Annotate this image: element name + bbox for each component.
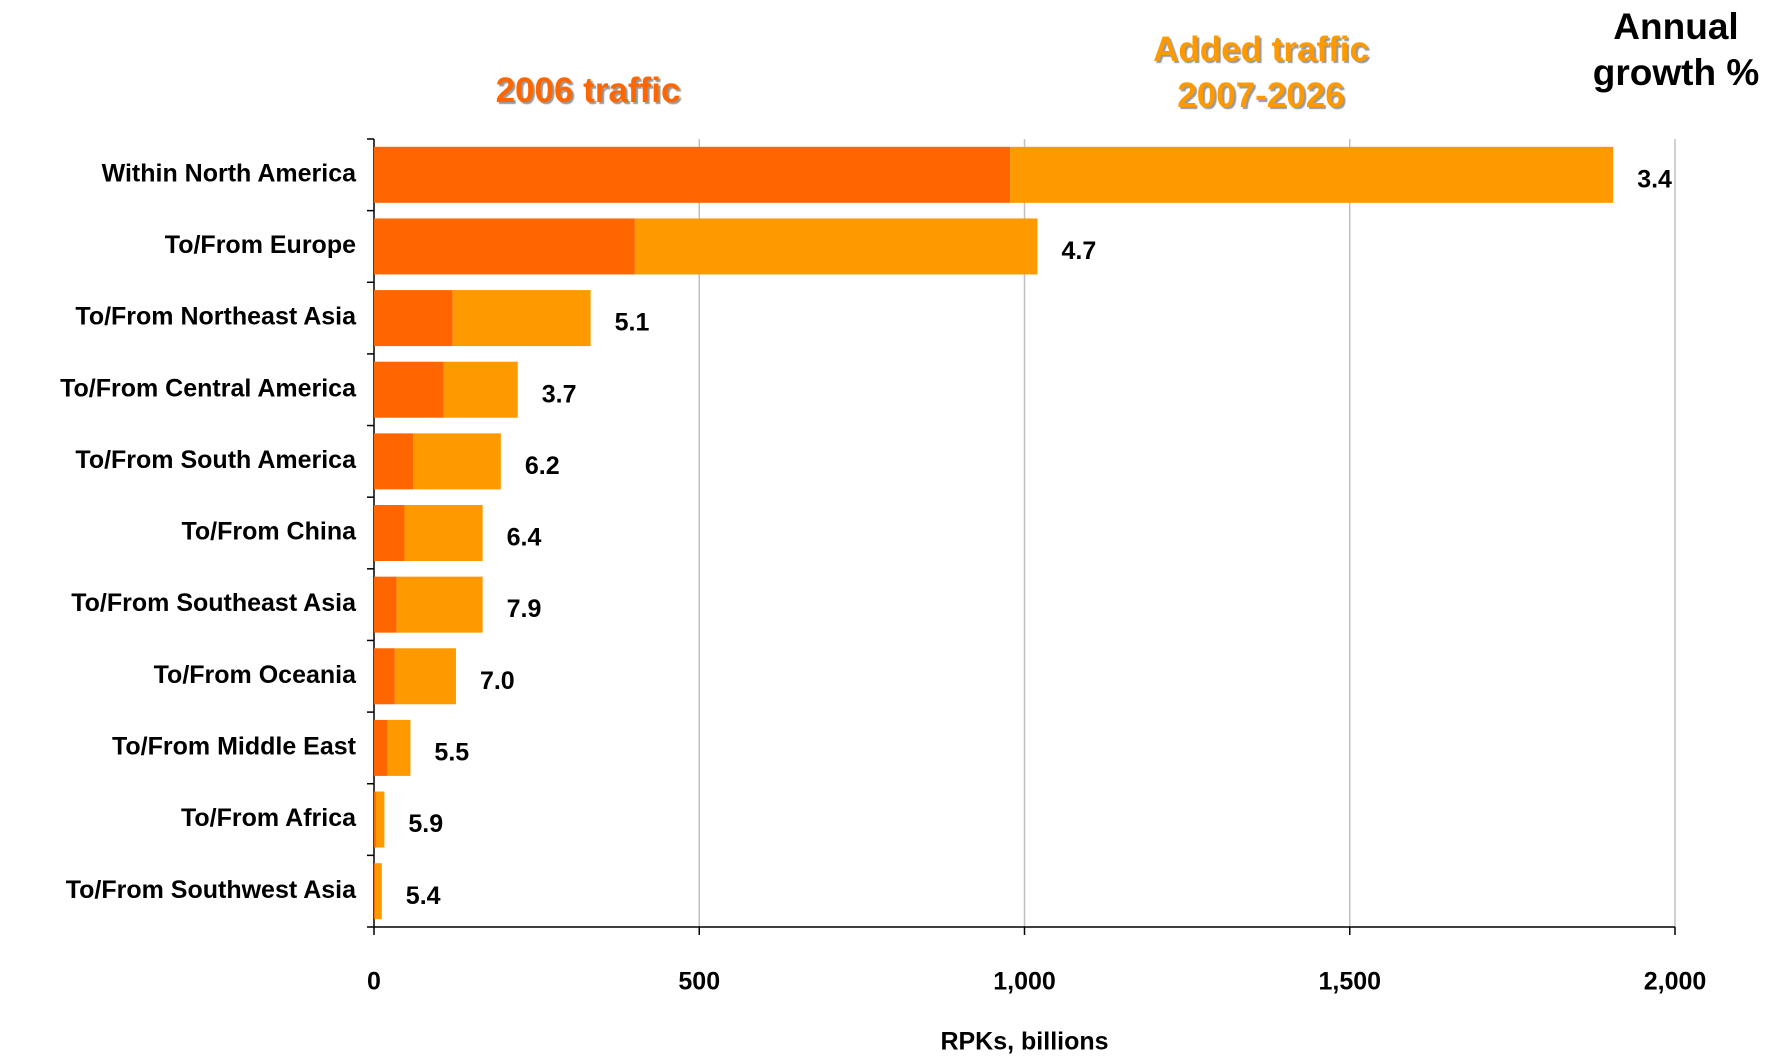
bar-segment (375, 791, 385, 848)
legend-added: Added traffic 2007-2026 (1153, 30, 1369, 115)
y-tick-label: To/From China (181, 518, 357, 546)
bar-segment (374, 719, 388, 776)
y-tick-label: To/From Northeast Asia (75, 303, 357, 331)
y-tick-label: To/From Southeast Asia (71, 589, 357, 617)
bar-segment (1010, 146, 1614, 203)
y-tick-label: To/From Europe (165, 231, 356, 259)
growth-label: 3.4 (1637, 165, 1672, 193)
bar-segment (374, 433, 414, 490)
bar-segment (374, 505, 405, 561)
bar-segment (443, 361, 518, 418)
bar-segment (374, 863, 376, 920)
growth-label: 7.9 (507, 595, 542, 623)
bar-segment (375, 863, 382, 920)
bar-segment (374, 218, 635, 275)
x-axis-label: RPKs, billions (940, 1028, 1108, 1056)
y-tick-label: To/From Africa (181, 804, 357, 832)
y-tick-label: To/From Middle East (112, 733, 357, 761)
x-tick-label: 0 (367, 968, 381, 996)
y-tick-label: Within North America (102, 159, 358, 187)
bar-segment (374, 648, 395, 705)
bar-segment (396, 576, 483, 633)
x-tick-label: 2,000 (1644, 968, 1707, 996)
growth-label: 6.4 (507, 524, 542, 552)
bar-segment (452, 290, 591, 347)
growth-label: 5.1 (615, 309, 650, 337)
bar-segment (413, 433, 501, 490)
bar-segment (374, 146, 1011, 203)
growth-label: 5.9 (408, 810, 443, 838)
bar-segment (374, 791, 376, 848)
bar-segment (374, 361, 444, 418)
y-tick-label: To/From Central America (60, 374, 357, 402)
bar-segment (374, 576, 397, 633)
x-tick-label: 1,000 (993, 968, 1056, 996)
x-tick-label: 1,500 (1318, 968, 1381, 996)
bar-segment (404, 505, 483, 561)
legend-2006: 2006 traffic (495, 71, 681, 110)
growth-title: Annual growth % (1592, 6, 1760, 94)
bar-segment (387, 719, 411, 776)
growth-label: 4.7 (1062, 237, 1097, 265)
growth-label: 6.2 (525, 452, 560, 480)
growth-label: 5.4 (406, 882, 441, 910)
y-tick-label: To/From Oceania (154, 661, 357, 689)
x-tick-label: 500 (678, 968, 720, 996)
bar-segment (394, 648, 456, 705)
growth-label: 3.7 (542, 380, 577, 408)
growth-label: 5.5 (434, 739, 469, 767)
bar-segment (374, 290, 453, 347)
y-tick-label: To/From Southwest Asia (66, 876, 357, 904)
growth-label: 7.0 (480, 667, 515, 695)
y-tick-label: To/From South America (75, 446, 357, 474)
bar-segment (634, 218, 1038, 275)
